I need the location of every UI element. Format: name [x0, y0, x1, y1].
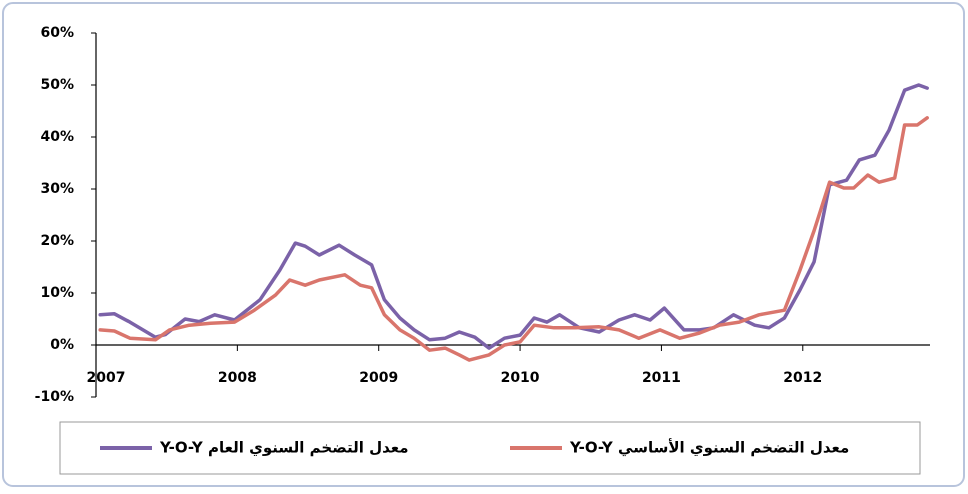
- y-tick-label: 40%: [40, 129, 74, 145]
- y-tick-label: 10%: [40, 285, 74, 301]
- y-tick-label: 20%: [40, 233, 74, 249]
- x-tick-label: 2012: [783, 370, 822, 386]
- x-tick-label: 2008: [218, 370, 257, 386]
- x-tick-label: 2011: [642, 370, 681, 386]
- y-tick-label: 30%: [40, 181, 74, 197]
- y-tick-label: 50%: [40, 77, 74, 93]
- legend-box: [59, 421, 921, 475]
- x-tick-label: 2007: [87, 370, 126, 386]
- x-tick-label: 2010: [501, 370, 540, 386]
- y-tick-label: -10%: [35, 389, 74, 405]
- series-line: [98, 116, 929, 362]
- y-tick-label: 60%: [40, 25, 74, 41]
- chart-frame: [2, 2, 965, 487]
- x-tick-label: 2009: [359, 370, 398, 386]
- legend-label: معدل التضخم السنوي الأساسي Y-O-Y: [569, 439, 849, 458]
- legend-label: معدل التضخم السنوي العام Y-O-Y: [159, 439, 409, 458]
- y-tick-label: 0%: [50, 337, 74, 353]
- series-line: [98, 83, 929, 350]
